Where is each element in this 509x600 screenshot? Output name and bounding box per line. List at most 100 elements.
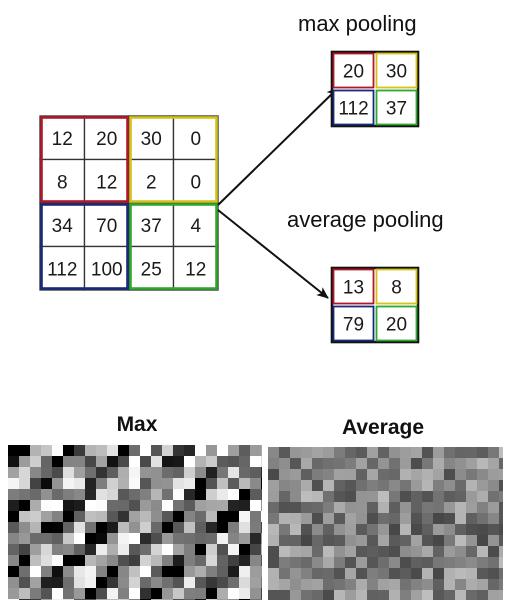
input-cell-value: 70	[96, 216, 117, 237]
pixel	[466, 524, 477, 535]
pixel	[30, 566, 41, 577]
pixel	[290, 502, 301, 513]
pixel	[268, 535, 279, 546]
pixel	[206, 577, 217, 588]
pixel	[400, 491, 411, 502]
pixel	[74, 566, 85, 577]
pixel	[63, 467, 74, 478]
pixel	[290, 579, 301, 590]
pixel	[19, 489, 30, 500]
pixel	[411, 447, 422, 458]
pixel	[129, 577, 140, 588]
pixel	[217, 522, 228, 533]
pixel	[323, 590, 334, 600]
pixel	[290, 513, 301, 524]
pixel	[239, 533, 250, 544]
pixel	[140, 478, 151, 489]
input-cell	[83, 245, 130, 291]
pixel	[118, 588, 129, 599]
pixel	[129, 544, 140, 555]
pixel	[129, 566, 140, 577]
pixel	[173, 456, 184, 467]
pixel	[96, 566, 107, 577]
pixel	[323, 546, 334, 557]
pixel	[356, 568, 367, 579]
pixel	[85, 555, 96, 566]
pixel	[19, 478, 30, 489]
pixel	[140, 555, 151, 566]
pixel	[444, 469, 455, 480]
pixel	[96, 588, 107, 599]
pixel	[162, 445, 173, 456]
pooled-cell-value: 20	[343, 62, 364, 83]
pixel	[301, 447, 312, 458]
pixel	[400, 546, 411, 557]
pixel	[422, 447, 433, 458]
pixel	[466, 458, 477, 469]
pixel	[301, 502, 312, 513]
pixel	[228, 522, 239, 533]
pixel	[444, 590, 455, 600]
pixel	[129, 511, 140, 522]
pixel	[477, 447, 488, 458]
pixel	[444, 502, 455, 513]
pixel	[378, 568, 389, 579]
pixel	[250, 445, 261, 456]
pixel	[455, 590, 466, 600]
pixel	[378, 535, 389, 546]
pixel	[389, 590, 400, 600]
pixel	[74, 588, 85, 599]
pixel	[129, 522, 140, 533]
pixel	[455, 568, 466, 579]
pixel	[239, 478, 250, 489]
pixel	[41, 500, 52, 511]
pixel	[217, 533, 228, 544]
pixel	[367, 491, 378, 502]
input-cell-value: 100	[91, 259, 123, 280]
pixel	[96, 511, 107, 522]
pixel	[118, 456, 129, 467]
pixel	[8, 522, 19, 533]
pixel	[455, 513, 466, 524]
pixel	[345, 480, 356, 491]
pixel	[195, 544, 206, 555]
pooled-cell-value: 79	[343, 315, 364, 336]
pixel	[312, 502, 323, 513]
pixel	[488, 491, 499, 502]
pixel	[217, 555, 228, 566]
pixel	[422, 502, 433, 513]
pixel	[19, 588, 30, 599]
pixel	[268, 546, 279, 557]
pixel	[151, 522, 162, 533]
pixel	[312, 447, 323, 458]
pixel	[433, 480, 444, 491]
pixel	[85, 566, 96, 577]
pixel	[228, 555, 239, 566]
pixel	[290, 568, 301, 579]
pixel	[63, 533, 74, 544]
pixel	[268, 579, 279, 590]
pixel	[290, 557, 301, 568]
pixel	[140, 456, 151, 467]
input-cell-value: 0	[190, 129, 201, 150]
pixel	[63, 478, 74, 489]
pixel	[129, 588, 140, 599]
pixel	[356, 557, 367, 568]
pixel	[206, 588, 217, 599]
pixel	[151, 566, 162, 577]
pixel	[488, 502, 499, 513]
pooled-cell	[375, 52, 418, 89]
pixel	[268, 568, 279, 579]
pixel	[173, 445, 184, 456]
pooled-cell-value: 37	[386, 99, 407, 120]
pixel	[151, 577, 162, 588]
pixel	[279, 502, 290, 513]
pixel	[118, 566, 129, 577]
pixel	[433, 568, 444, 579]
pixel	[96, 478, 107, 489]
pixel	[96, 522, 107, 533]
pixel	[206, 456, 217, 467]
pixel	[411, 579, 422, 590]
pixel	[85, 456, 96, 467]
pixel	[195, 478, 206, 489]
